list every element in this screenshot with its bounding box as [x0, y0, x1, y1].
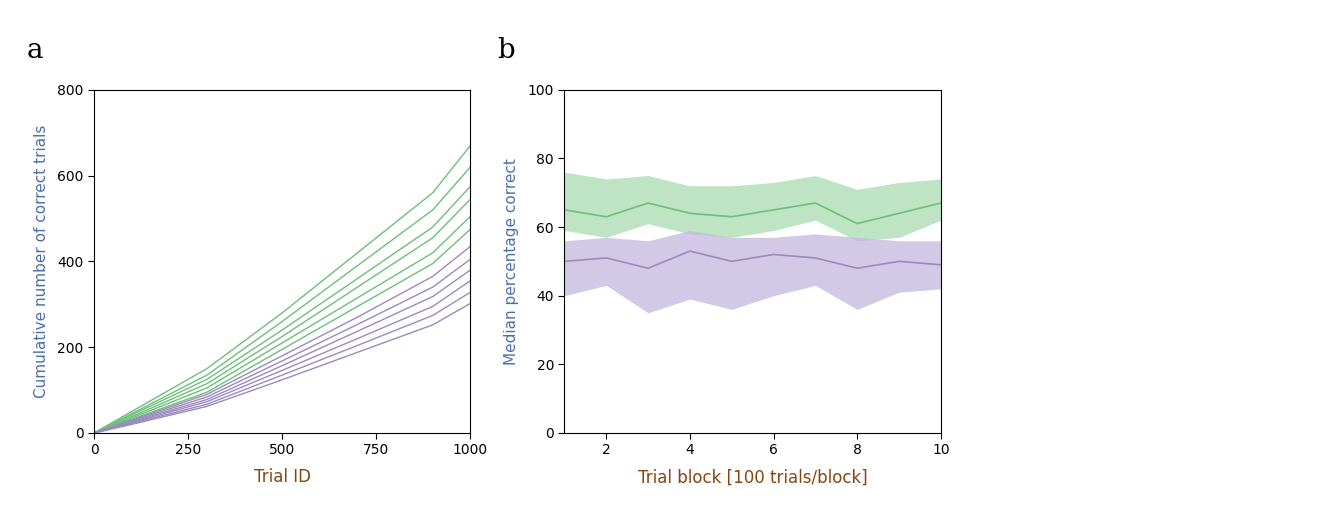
Text: b: b [497, 37, 515, 64]
Y-axis label: Median percentage correct: Median percentage correct [504, 158, 519, 365]
X-axis label: Trial ID: Trial ID [254, 468, 310, 486]
Y-axis label: Cumulative number of correct trials: Cumulative number of correct trials [34, 125, 48, 398]
X-axis label: Trial block [100 trials/block]: Trial block [100 trials/block] [638, 468, 867, 486]
Text: a: a [27, 37, 43, 64]
